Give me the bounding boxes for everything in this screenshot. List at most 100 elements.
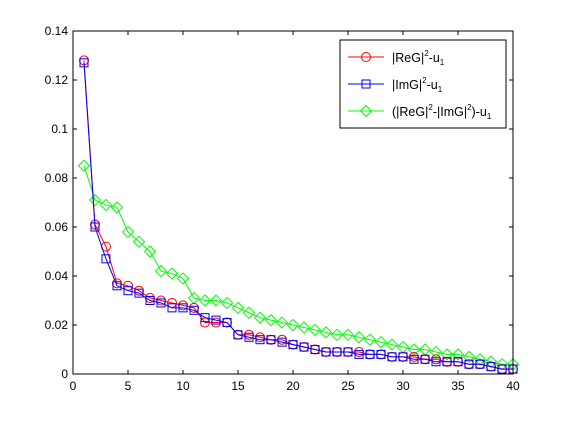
data-point: [220, 296, 234, 310]
y-tick-label: 0: [61, 367, 68, 381]
data-point: [167, 303, 177, 313]
legend: |ReG|2-u1 |ImG|2-u1 (|ReG|2-|ImG|2)-u1: [339, 39, 507, 129]
legend-marker: [361, 79, 371, 89]
y-tick-label: 0.14: [45, 24, 69, 38]
data-point: [420, 354, 430, 364]
data-point: [198, 294, 212, 307]
data-point: [123, 286, 133, 296]
data-point: [101, 254, 111, 264]
data-point: [211, 315, 221, 325]
data-point: [275, 316, 289, 329]
data-point: [495, 357, 509, 371]
y-tick-label: 0.12: [45, 73, 69, 87]
data-point: [376, 349, 386, 359]
data-point: [453, 357, 463, 367]
data-point: [242, 306, 256, 319]
legend-item: (|ReG|2-|ImG|2)-u1: [348, 103, 492, 121]
data-point: [352, 331, 366, 344]
data-point: [145, 296, 155, 305]
data-point: [264, 313, 278, 327]
legend-label: |ReG|2-u1: [392, 49, 445, 67]
data-point: [90, 222, 100, 232]
data-point: [277, 337, 287, 347]
data-point: [473, 353, 487, 366]
data-point: [497, 364, 507, 374]
x-tick-label: 35: [451, 379, 465, 393]
data-point: [343, 347, 353, 357]
series-line: [83, 165, 513, 365]
data-point: [209, 294, 223, 307]
data-point: [363, 333, 377, 346]
x-tick-label: 5: [125, 379, 132, 393]
data-point: [222, 318, 232, 328]
data-point: [286, 318, 300, 332]
data-point: [178, 303, 188, 313]
data-point: [143, 245, 157, 258]
data-point: [99, 198, 113, 212]
data-point: [88, 193, 102, 207]
data-point: [255, 335, 265, 345]
y-tick-label: 0.1: [51, 122, 68, 136]
data-point: [132, 235, 146, 248]
data-point: [233, 330, 243, 340]
data-point: [431, 357, 441, 367]
legend-label: |ImG|2-u1: [392, 76, 443, 94]
ticks-layer: 0 5 10 15 20 25 30 35 40 0 0.02 0.04 0.06 0.08 0.1 0.12…: [45, 24, 520, 393]
data-point: [409, 354, 419, 364]
data-point: [79, 58, 89, 68]
data-point: [398, 352, 408, 362]
data-point: [121, 225, 135, 239]
y-tick-label: 0.08: [45, 171, 69, 185]
data-point: [77, 159, 91, 172]
data-point: [332, 347, 342, 357]
y-tick-label: 0.04: [45, 269, 69, 283]
series-2: [79, 58, 518, 374]
data-point: [110, 201, 124, 214]
data-point: [244, 332, 254, 342]
data-point: [486, 362, 496, 372]
series-layer: [77, 55, 520, 375]
data-point: [484, 355, 498, 368]
series-3: [77, 159, 520, 371]
data-point: [319, 326, 333, 339]
data-point: [374, 335, 388, 349]
data-point: [297, 321, 311, 334]
data-point: [288, 340, 298, 350]
x-tick-label: 0: [70, 379, 77, 393]
data-point: [154, 264, 168, 278]
series-line: [83, 62, 513, 370]
data-point: [310, 345, 320, 354]
legend-label: (|ReG|2-|ImG|2)-u1: [392, 103, 492, 121]
data-point: [341, 328, 355, 342]
legend-item: |ReG|2-u1: [348, 49, 445, 67]
x-tick-label: 20: [286, 379, 300, 393]
x-tick-label: 30: [396, 379, 410, 393]
data-point: [266, 335, 276, 345]
x-tick-label: 10: [176, 379, 190, 393]
legend-item: |ImG|2-u1: [348, 76, 443, 94]
y-tick-label: 0.02: [45, 318, 69, 332]
data-point: [112, 281, 122, 291]
y-tick-label: 0.06: [45, 220, 69, 234]
x-tick-label: 25: [341, 379, 355, 393]
data-point: [330, 328, 344, 342]
data-point: [462, 350, 476, 364]
data-point: [442, 357, 452, 367]
x-tick-label: 40: [506, 379, 520, 393]
data-point: [451, 348, 465, 361]
data-point: [299, 342, 309, 352]
data-point: [308, 323, 322, 337]
data-point: [165, 267, 179, 280]
legend-marker: [359, 104, 373, 118]
data-point: [365, 349, 375, 359]
data-point: [200, 313, 210, 323]
data-point: [189, 305, 199, 315]
data-point: [475, 359, 485, 369]
data-point: [156, 298, 166, 308]
data-point: [134, 288, 144, 298]
data-point: [385, 338, 399, 351]
data-point: [231, 301, 245, 315]
data-point: [253, 311, 267, 324]
